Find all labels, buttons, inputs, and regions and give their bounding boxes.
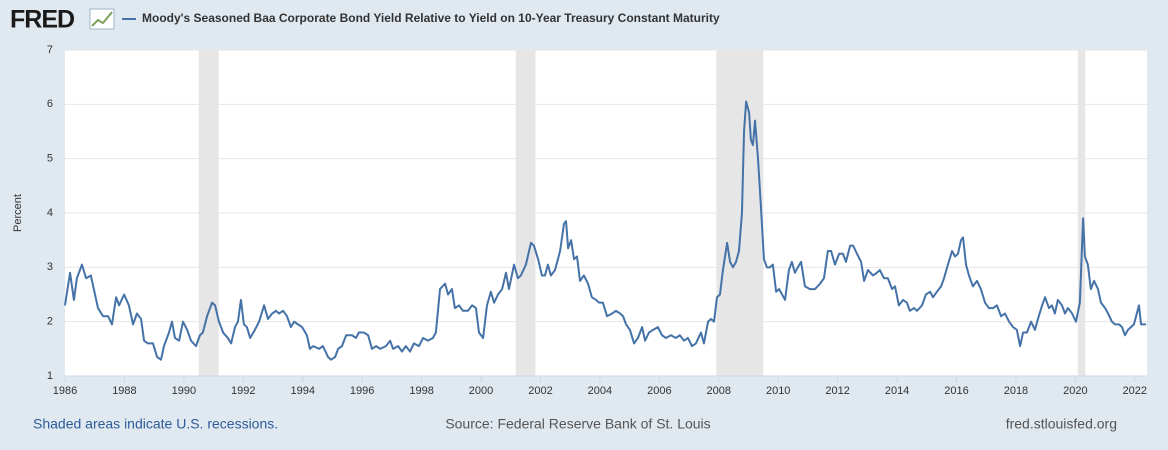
footer-note: Shaded areas indicate U.S. recessions. [33, 416, 278, 432]
x-tick-label: 2010 [766, 385, 790, 397]
x-tick-label: 2006 [647, 385, 671, 397]
x-tick-label: 1994 [290, 385, 314, 397]
x-tick-label: 2020 [1063, 385, 1087, 397]
logo-icon [89, 8, 115, 30]
y-tick-label: 1 [47, 370, 53, 382]
x-tick-label: 1996 [350, 385, 374, 397]
x-tick-label: 2018 [1004, 385, 1028, 397]
x-tick-label: 2002 [528, 385, 552, 397]
y-tick-label: 4 [47, 207, 53, 219]
x-tick-label: 2012 [825, 385, 849, 397]
y-tick-label: 6 [47, 98, 53, 110]
y-tick-label: 2 [47, 316, 53, 328]
x-tick-label: 2000 [469, 385, 493, 397]
series-line [64, 100, 1147, 361]
y-axis-label: Percent [12, 194, 24, 232]
x-tick-label: 1990 [172, 385, 196, 397]
x-tick-label: 1992 [231, 385, 255, 397]
x-tick-label: 1998 [409, 385, 433, 397]
footer-source: Source: Federal Reserve Bank of St. Loui… [445, 416, 710, 432]
x-tick-label: 2022 [1123, 385, 1147, 397]
x-tick-label: 1988 [112, 385, 136, 397]
x-tick-label: 2016 [944, 385, 968, 397]
y-tick-label: 5 [47, 153, 53, 165]
x-tick-label: 2014 [885, 385, 909, 397]
y-tick-label: 3 [47, 261, 53, 273]
x-tick-label: 2008 [707, 385, 731, 397]
logo: FRED [10, 6, 74, 34]
y-tick-label: 7 [47, 44, 53, 56]
x-tick-label: 1986 [53, 385, 77, 397]
legend-label: Moody's Seasoned Baa Corporate Bond Yiel… [142, 11, 720, 25]
x-tick-label: 2004 [588, 385, 612, 397]
footer-site: fred.stlouisfed.org [1006, 416, 1117, 432]
